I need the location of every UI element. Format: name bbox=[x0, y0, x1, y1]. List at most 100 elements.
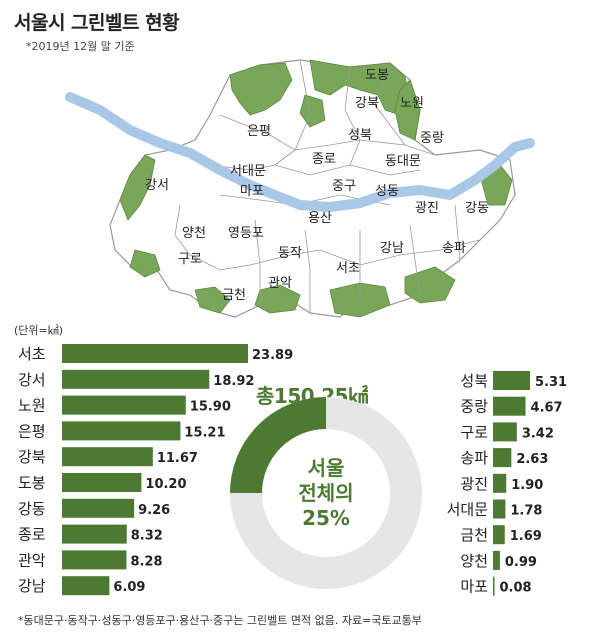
bar bbox=[493, 371, 530, 390]
donut-chart bbox=[230, 397, 422, 589]
bar-category-label: 중랑 bbox=[460, 398, 488, 416]
bar-category-label: 마포 bbox=[460, 578, 488, 596]
bar-value-label: 2.63 bbox=[516, 452, 548, 467]
bar bbox=[62, 550, 127, 570]
greenbelt-west bbox=[119, 154, 156, 221]
district-label: 영등포 bbox=[228, 226, 264, 241]
han-river bbox=[65, 92, 535, 212]
greenbelt-central bbox=[299, 94, 326, 128]
district-label: 동대문 bbox=[385, 154, 421, 169]
district-label: 도봉 bbox=[365, 68, 389, 83]
bar-value-label: 1.90 bbox=[511, 478, 543, 493]
greenbelt-east bbox=[394, 79, 421, 141]
bar-category-label: 금천 bbox=[460, 526, 488, 544]
bar-category-label: 강동 bbox=[18, 500, 46, 518]
bar-category-label: 노원 bbox=[18, 397, 46, 415]
bar-value-label: 15.90 bbox=[190, 400, 231, 415]
greenbelt-areas bbox=[119, 59, 513, 318]
district-label: 강남 bbox=[380, 241, 404, 256]
bar-value-label: 1.69 bbox=[510, 529, 542, 544]
bar bbox=[493, 550, 500, 570]
bar bbox=[493, 448, 512, 468]
donut-line-3: 25% bbox=[302, 505, 350, 530]
bar-category-label: 양천 bbox=[460, 552, 488, 570]
bar bbox=[493, 473, 507, 493]
bar-category-label: 관악 bbox=[18, 551, 46, 569]
district-label: 성동 bbox=[375, 184, 399, 199]
bar bbox=[493, 525, 505, 545]
district-label: 노원 bbox=[400, 96, 424, 111]
bar-value-label: 1.78 bbox=[510, 504, 542, 519]
bar bbox=[62, 344, 248, 363]
bar bbox=[493, 499, 506, 519]
greenbelt-northwest bbox=[229, 62, 293, 116]
bar-value-label: 0.99 bbox=[505, 555, 537, 570]
bar-value-label: 10.20 bbox=[145, 477, 186, 492]
donut-line-2: 전체의 bbox=[298, 480, 354, 505]
bar-category-label: 종로 bbox=[18, 526, 46, 544]
district-label: 종로 bbox=[312, 152, 336, 167]
bar-category-label: 광진 bbox=[460, 475, 488, 493]
district-label: 용산 bbox=[308, 211, 332, 226]
bar bbox=[62, 498, 135, 518]
chart-title: 서울시 그린벨트 현황 bbox=[14, 12, 180, 34]
district-label: 중구 bbox=[332, 179, 356, 194]
bar bbox=[493, 576, 495, 596]
donut-greenbelt-slice bbox=[230, 397, 327, 494]
bar bbox=[62, 395, 186, 415]
district-boundaries bbox=[174, 59, 481, 313]
bar-value-label: 8.28 bbox=[130, 554, 162, 569]
footnote: *동대문구·동작구·성동구·영등포구·용산구·중구는 그린벨트 면적 없음. 자… bbox=[18, 614, 422, 627]
donut-center-text: 서울 전체의 25% bbox=[228, 395, 424, 591]
bar-category-label: 도봉 bbox=[18, 474, 46, 492]
bar-category-label: 서초 bbox=[18, 345, 46, 363]
district-label: 강동 bbox=[465, 201, 489, 216]
bar-value-label: 9.26 bbox=[138, 503, 170, 518]
bar-category-label: 구로 bbox=[460, 423, 488, 441]
bar bbox=[62, 473, 142, 492]
bar-value-label: 4.67 bbox=[531, 401, 563, 416]
district-label: 관악 bbox=[268, 276, 292, 291]
bar bbox=[493, 422, 517, 442]
bar-value-label: 3.42 bbox=[522, 426, 554, 441]
greenbelt-north bbox=[309, 59, 411, 116]
district-label: 금천 bbox=[222, 288, 246, 303]
bar bbox=[493, 396, 526, 416]
bar-value-label: 18.92 bbox=[213, 374, 254, 389]
district-label: 송파 bbox=[442, 241, 466, 256]
district-label: 성북 bbox=[348, 128, 372, 143]
district-label: 동작 bbox=[278, 246, 302, 261]
district-label: 마포 bbox=[240, 184, 264, 199]
bar-category-label: 강북 bbox=[18, 448, 46, 466]
greenbelt-south bbox=[254, 284, 301, 314]
share-donut: 서울 전체의 25% bbox=[228, 395, 424, 591]
district-label: 강서 bbox=[145, 178, 169, 193]
bar-value-label: 6.09 bbox=[113, 580, 145, 595]
chart-subtitle: *2019년 12월 말 기준 bbox=[26, 40, 135, 53]
district-label: 광진 bbox=[415, 201, 439, 216]
bar bbox=[62, 576, 110, 596]
bar bbox=[62, 524, 127, 544]
bar-category-label: 강남 bbox=[18, 577, 46, 595]
bar bbox=[62, 369, 210, 389]
bar-value-label: 23.89 bbox=[252, 348, 293, 363]
district-label: 양천 bbox=[182, 226, 206, 241]
bar-value-label: 8.32 bbox=[131, 529, 163, 544]
district-label: 서대문 bbox=[230, 164, 266, 179]
bar-value-label: 15.21 bbox=[184, 425, 225, 440]
greenbelt-southwest bbox=[194, 286, 231, 314]
bar-value-label: 0.08 bbox=[500, 581, 532, 596]
district-label: 강북 bbox=[355, 96, 379, 111]
bar bbox=[62, 421, 181, 441]
district-label: 은평 bbox=[247, 124, 271, 139]
district-label: 구로 bbox=[178, 252, 202, 267]
bar bbox=[62, 447, 153, 467]
bar-category-label: 성북 bbox=[460, 372, 488, 390]
greenbelt-west2 bbox=[129, 249, 161, 278]
district-label: 서초 bbox=[336, 261, 360, 276]
bar-category-label: 은평 bbox=[18, 422, 46, 440]
